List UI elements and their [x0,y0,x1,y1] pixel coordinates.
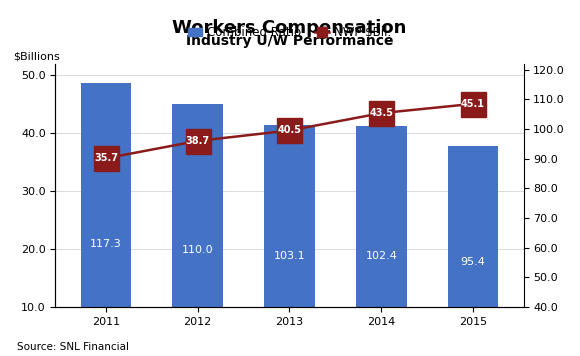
Text: Industry U/W Performance: Industry U/W Performance [186,34,393,48]
Text: 35.7: 35.7 [94,153,118,163]
Bar [81,83,131,356]
Text: Source: SNL Financial: Source: SNL Financial [17,342,129,352]
Legend: Combined Ratio, NWP $Bil.: Combined Ratio, NWP $Bil. [183,21,396,44]
Bar [264,125,315,356]
Bar [356,126,407,356]
Text: 110.0: 110.0 [182,245,213,255]
Text: 38.7: 38.7 [186,136,210,146]
Bar [172,104,223,356]
Text: 103.1: 103.1 [274,251,305,261]
Text: 117.3: 117.3 [90,239,122,249]
Text: 95.4: 95.4 [461,257,485,267]
Text: 45.1: 45.1 [461,99,485,109]
Text: $Billions: $Billions [13,52,60,62]
Title: Workers Compensation: Workers Compensation [172,19,407,37]
Text: 40.5: 40.5 [277,125,302,136]
Text: 102.4: 102.4 [365,251,397,261]
Bar [448,146,498,356]
Text: 43.5: 43.5 [369,108,393,118]
